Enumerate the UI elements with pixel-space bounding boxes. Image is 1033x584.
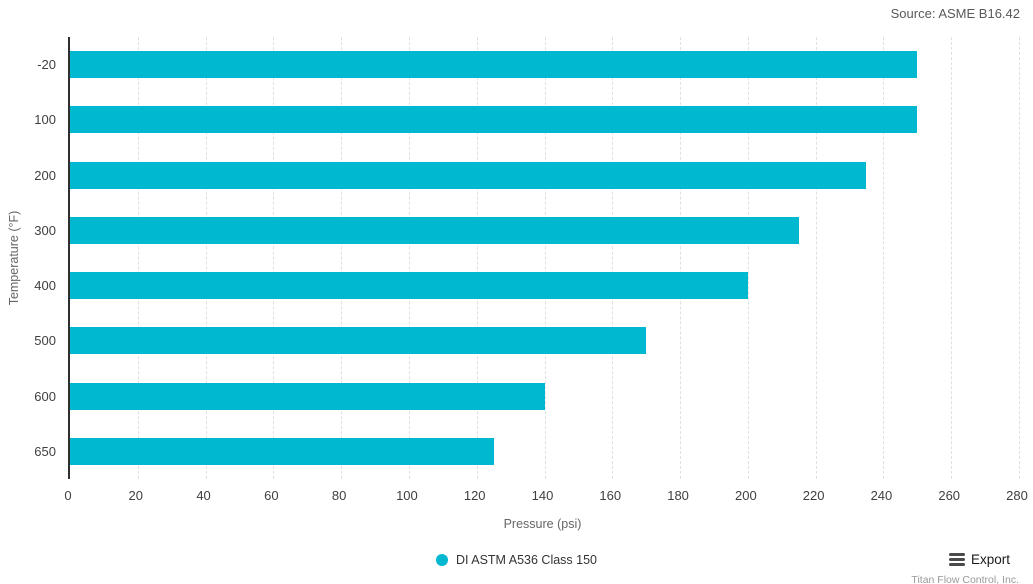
bar[interactable] <box>70 51 918 79</box>
x-tick-label: 220 <box>802 488 825 503</box>
source-label: Source: ASME B16.42 <box>890 6 1020 21</box>
x-tick-label: 160 <box>599 488 622 503</box>
x-tick-label: 120 <box>463 488 486 503</box>
x-tick-label: 20 <box>128 488 144 503</box>
y-tick-label: 600 <box>34 388 56 404</box>
y-tick-label: 200 <box>34 167 56 183</box>
bar[interactable] <box>70 327 647 355</box>
bar[interactable] <box>70 272 748 300</box>
gridline <box>341 37 343 479</box>
gridline <box>137 37 139 479</box>
x-tick-label: 60 <box>264 488 279 503</box>
gridline <box>273 37 275 479</box>
y-tick-label: 300 <box>34 222 56 238</box>
gridline <box>747 37 749 479</box>
x-tick-label: 100 <box>396 488 418 503</box>
x-axis-title: Pressure (psi) <box>503 517 582 531</box>
x-axis-labels: 0 20 40 60 80 100 120 140 160 180 200 220 240 260 280 <box>64 488 1027 504</box>
x-tick-label: 280 <box>1006 488 1028 503</box>
gridline <box>951 37 953 479</box>
gridline <box>408 37 410 479</box>
gridline <box>612 37 614 479</box>
gridline <box>815 37 817 479</box>
hamburger-menu-icon <box>948 552 965 566</box>
gridline <box>883 37 885 479</box>
y-tick-label: 650 <box>34 443 56 459</box>
export-button-label: Export <box>970 551 1010 567</box>
bar[interactable] <box>70 382 545 410</box>
legend-label: DI ASTM A536 Class 150 <box>455 553 598 567</box>
y-tick-label: -20 <box>37 57 56 72</box>
bar[interactable] <box>70 106 918 134</box>
gridline <box>1019 37 1020 479</box>
gridline <box>205 37 207 479</box>
gridline <box>476 37 478 479</box>
gridline <box>544 37 546 479</box>
y-axis-title: Temperature (°F) <box>7 210 21 306</box>
y-tick-label: 500 <box>34 333 56 349</box>
x-tick-label: 80 <box>331 488 347 503</box>
y-tick-label: 100 <box>34 112 56 128</box>
x-tick-label: 40 <box>196 488 211 503</box>
legend-item[interactable]: DI ASTM A536 Class 150 <box>0 550 1033 570</box>
x-tick-label: 200 <box>734 488 757 503</box>
x-tick-label: 140 <box>531 488 554 503</box>
x-tick-label: 240 <box>870 488 893 503</box>
x-tick-label: 0 <box>64 488 72 503</box>
y-axis-labels: -20 100 200 300 400 500 600 650 <box>0 37 56 479</box>
credits-attribution[interactable]: Titan Flow Control, Inc. <box>911 574 1019 584</box>
x-tick-label: 260 <box>938 488 961 503</box>
export-button[interactable]: Export <box>948 549 1010 569</box>
y-tick-label: 400 <box>34 278 56 293</box>
gridline <box>680 37 682 479</box>
plot-area <box>68 37 1020 479</box>
legend-marker-icon <box>435 554 448 566</box>
bar[interactable] <box>70 161 867 189</box>
bar[interactable] <box>70 216 799 244</box>
x-tick-label: 180 <box>667 488 689 503</box>
bar[interactable] <box>70 437 494 465</box>
